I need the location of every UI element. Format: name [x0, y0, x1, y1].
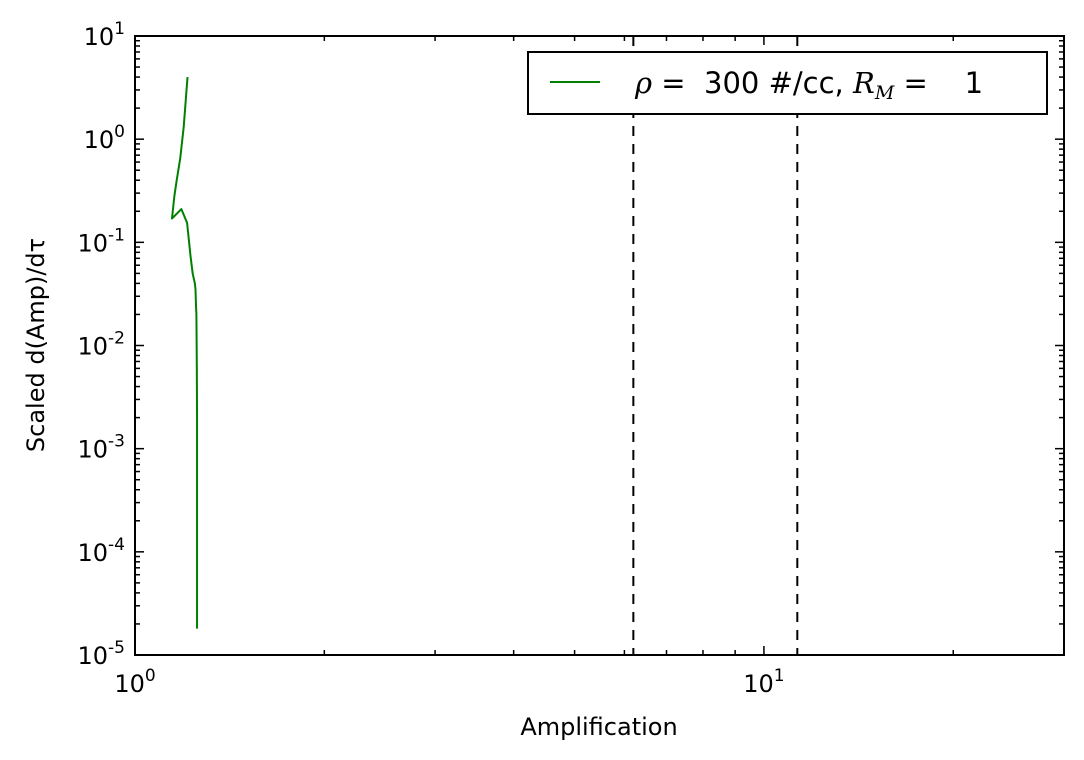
legend-text-b: = 1 [894, 66, 983, 100]
y-tick-exponent: -2 [108, 329, 125, 349]
y-tick-base: 10 [84, 23, 115, 51]
y-tick-exponent: -3 [108, 432, 125, 452]
x-tick-labels: 100 101 [114, 666, 784, 698]
y-tick-label: 10-1 [78, 225, 126, 257]
plot-frame [134, 35, 1065, 656]
y-tick-base: 10 [78, 436, 109, 464]
y-tick-exponent: 1 [114, 19, 125, 39]
y-tick-label: 10-3 [78, 432, 126, 464]
y-tick-exponent: -4 [108, 535, 125, 555]
legend-rho-symbol: ρ [634, 66, 652, 100]
legend-rm-symbol: R [852, 66, 875, 100]
legend: ρ = 300 #/cc, RM = 1 [527, 51, 1048, 115]
y-tick-label: 10-4 [78, 535, 126, 567]
y-tick-label: 10-2 [78, 329, 126, 361]
y-tick-exponent: 0 [114, 122, 125, 142]
y-tick-exponent: -5 [108, 638, 125, 658]
x-tick-exponent: 0 [145, 666, 156, 686]
y-axis-label: Scaled d(Amp)/dτ [22, 238, 50, 452]
y-tick-label: 101 [84, 19, 125, 51]
x-tick-label: 100 [114, 666, 155, 698]
series-line-0 [170, 76, 199, 629]
legend-rm-subscript: M [874, 82, 895, 104]
x-tick-base: 10 [114, 670, 145, 698]
y-tick-base: 10 [78, 333, 109, 361]
legend-text-a: = 300 #/cc, [652, 66, 853, 100]
y-tick-base: 10 [84, 126, 115, 154]
legend-entry: ρ = 300 #/cc, RM = 1 [634, 66, 983, 104]
x-tick-label: 101 [743, 666, 784, 698]
vertical-reference-lines [632, 36, 799, 655]
y-tick-base: 10 [78, 642, 109, 670]
y-tick-label: 10-5 [78, 638, 126, 670]
legend-box [527, 51, 1048, 115]
x-tick-base: 10 [743, 670, 774, 698]
y-tick-base: 10 [78, 539, 109, 567]
x-tick-exponent: 1 [774, 666, 785, 686]
ticks-layer [134, 35, 1065, 656]
y-tick-base: 10 [78, 229, 109, 257]
series-layer [170, 76, 199, 629]
y-tick-label: 100 [84, 122, 125, 154]
y-tick-exponent: -1 [108, 225, 125, 245]
x-axis-label: Amplification [520, 713, 677, 741]
